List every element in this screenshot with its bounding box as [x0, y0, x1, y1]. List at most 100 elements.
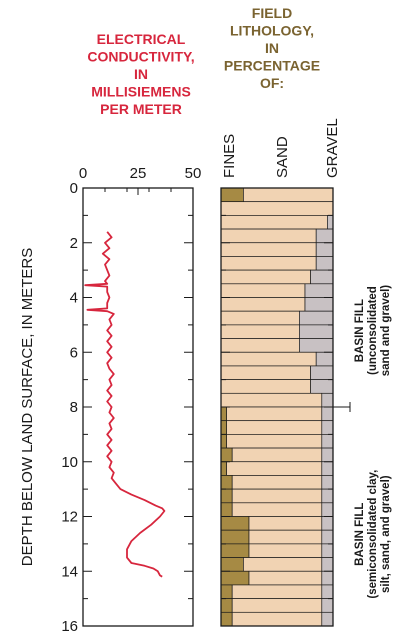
ec-title-line: ELECTRICAL	[97, 31, 186, 47]
y-tick-label: 0	[70, 180, 78, 197]
y-tick-label: 4	[70, 290, 78, 307]
gravel-bar	[321, 406, 334, 422]
sand-bar	[248, 516, 323, 531]
sand-bar	[220, 324, 300, 339]
unit-subtitle: (unconsolidated	[367, 286, 379, 375]
sand-bar	[248, 543, 323, 558]
ec-panel: 0 25 50 0 2 4 6 8 10 12 14 16	[61, 165, 201, 635]
lithology-category-label: FINES	[221, 134, 238, 178]
gravel-bar	[321, 447, 334, 463]
fines-bar	[220, 447, 233, 463]
y-tick-label: 16	[61, 618, 78, 635]
gravel-bar	[321, 516, 334, 531]
sand-bar	[248, 570, 323, 586]
x-tick-label: 25	[130, 165, 147, 182]
sand-bar	[220, 242, 317, 257]
sand-bar	[220, 365, 311, 380]
sand-bar	[220, 269, 311, 285]
unit-annotation-upper: BASIN FILL (unconsolidated sand and gravel…	[354, 285, 392, 377]
ec-title-line: CONDUCTIVITY,	[87, 49, 194, 65]
gravel-bar	[321, 584, 334, 599]
ec-series-line	[84, 231, 166, 578]
sand-bar	[220, 297, 306, 312]
gravel-bar	[321, 488, 334, 504]
fines-bar	[220, 557, 244, 572]
gravel-bar	[321, 611, 334, 627]
sand-bar	[231, 475, 323, 490]
gravel-bar	[321, 543, 334, 558]
sand-bar	[226, 461, 323, 476]
gravel-bar	[315, 351, 334, 367]
sand-bar	[220, 310, 300, 326]
gravel-bar	[321, 434, 334, 449]
sand-bar	[243, 557, 323, 572]
ec-title-line: IN	[134, 66, 148, 82]
lithology-panel	[220, 187, 334, 627]
sand-bar	[220, 338, 300, 353]
gravel-bar	[327, 215, 334, 230]
gravel-bar	[310, 379, 334, 394]
fines-bar	[220, 461, 227, 476]
sand-bar	[220, 351, 317, 367]
fines-bar	[220, 529, 250, 545]
lithology-category-label: SAND	[274, 136, 291, 178]
sand-bar	[220, 256, 317, 271]
sand-bar	[220, 228, 317, 244]
y-tick-label: 8	[70, 399, 78, 416]
ec-title-line: PER METER	[100, 101, 182, 117]
sand-bar	[220, 201, 334, 216]
unit-title: BASIN FILL	[354, 503, 366, 566]
gravel-bar	[299, 324, 334, 339]
sand-bar	[220, 392, 323, 408]
gravel-bar	[310, 269, 334, 285]
y-tick-label: 10	[61, 454, 78, 471]
y-tick-label: 2	[70, 235, 78, 252]
gravel-bar	[321, 392, 334, 408]
ec-plot-frame	[82, 187, 194, 627]
lith-title-line: FIELD	[252, 5, 292, 21]
gravel-bar	[321, 502, 334, 517]
sand-bar	[231, 611, 323, 627]
sand-bar	[220, 379, 311, 394]
gravel-bar	[321, 598, 334, 613]
y-tick-label: 6	[70, 344, 78, 361]
fines-bar	[220, 488, 233, 504]
ec-title: ELECTRICAL CONDUCTIVITY,IN MILLISIEMENSPER…	[87, 31, 194, 117]
sand-bar	[231, 447, 323, 463]
lith-title-line: LITHOLOGY,	[230, 23, 314, 39]
gravel-bar	[321, 420, 334, 435]
gravel-bar	[310, 365, 334, 380]
y-tick-label: 12	[61, 509, 78, 526]
sand-bar	[226, 434, 323, 449]
sand-bar	[243, 187, 334, 203]
y-axis-label: DEPTH BELOW LAND SURFACE, IN METERS	[19, 248, 36, 566]
lithology-category-labels: FINES SAND GRAVEL	[221, 118, 341, 178]
y-tick-label: 14	[61, 563, 78, 580]
gravel-bar	[321, 570, 334, 586]
sand-bar	[231, 598, 323, 613]
gravel-bar	[321, 475, 334, 490]
sand-bar	[220, 283, 306, 298]
unit-subtitle: sand and gravel)	[380, 285, 392, 377]
fines-bar	[220, 584, 233, 599]
x-tick-label: 0	[79, 165, 87, 182]
lith-title-line: PERCENTAGE	[224, 58, 320, 74]
x-tick-label: 50	[185, 165, 202, 182]
ec-title-line: MILLISIEMENS	[91, 84, 191, 100]
unit-subtitle: (semiconsolidated clay,	[367, 470, 379, 599]
fines-bar	[220, 516, 250, 531]
fines-bar	[220, 475, 233, 490]
gravel-bar	[315, 242, 334, 257]
fines-bar	[220, 187, 244, 203]
fines-bar	[220, 434, 227, 449]
gravel-bar	[321, 461, 334, 476]
sand-bar	[226, 420, 323, 435]
gravel-bar	[299, 338, 334, 353]
unit-annotation-lower: BASIN FILL (semiconsolidated clay, silt, s…	[354, 470, 392, 599]
unit-title: BASIN FILL	[354, 299, 366, 362]
lith-title-line: IN	[265, 40, 279, 56]
unit-subtitle: silt, sand, and gravel)	[380, 475, 392, 593]
gravel-bar	[304, 297, 334, 312]
